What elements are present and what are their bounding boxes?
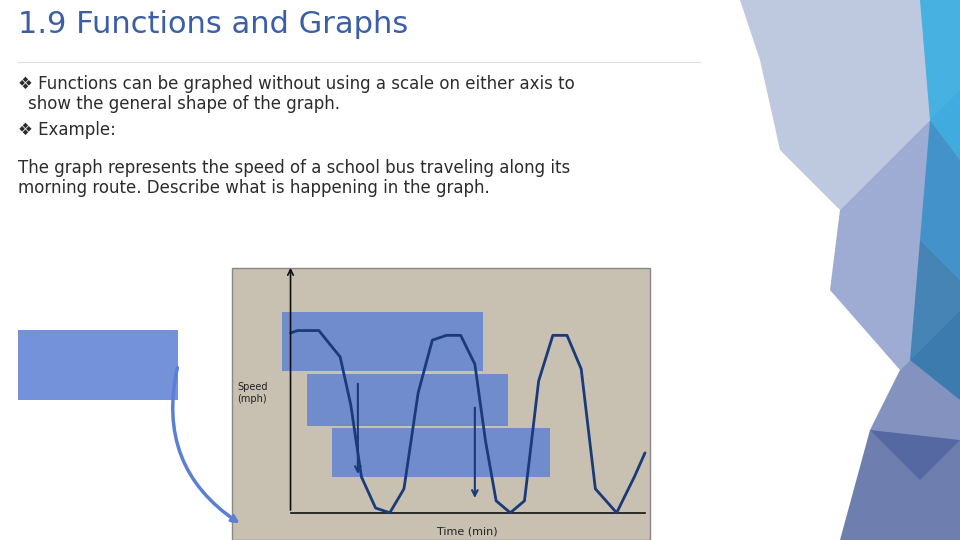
Text: ❖ Example:: ❖ Example: bbox=[18, 121, 116, 139]
Text: show the general shape of the graph.: show the general shape of the graph. bbox=[28, 95, 340, 113]
Text: Time (min): Time (min) bbox=[438, 526, 498, 536]
Polygon shape bbox=[920, 120, 960, 280]
FancyBboxPatch shape bbox=[332, 428, 550, 477]
Polygon shape bbox=[830, 90, 960, 370]
Polygon shape bbox=[740, 0, 960, 210]
Text: The graph represents the speed of a school bus traveling along its: The graph represents the speed of a scho… bbox=[18, 159, 570, 177]
Text: Speed
(mph): Speed (mph) bbox=[237, 382, 268, 404]
FancyBboxPatch shape bbox=[307, 374, 508, 426]
FancyBboxPatch shape bbox=[18, 330, 178, 400]
Polygon shape bbox=[840, 430, 960, 540]
FancyBboxPatch shape bbox=[232, 268, 650, 540]
Polygon shape bbox=[870, 310, 960, 480]
Polygon shape bbox=[910, 240, 960, 400]
Text: morning route. Describe what is happening in the graph.: morning route. Describe what is happenin… bbox=[18, 179, 490, 197]
FancyBboxPatch shape bbox=[282, 312, 483, 372]
Polygon shape bbox=[920, 0, 960, 160]
Text: ❖ Functions can be graphed without using a scale on either axis to: ❖ Functions can be graphed without using… bbox=[18, 75, 575, 93]
Text: 1.9 Functions and Graphs: 1.9 Functions and Graphs bbox=[18, 10, 408, 39]
